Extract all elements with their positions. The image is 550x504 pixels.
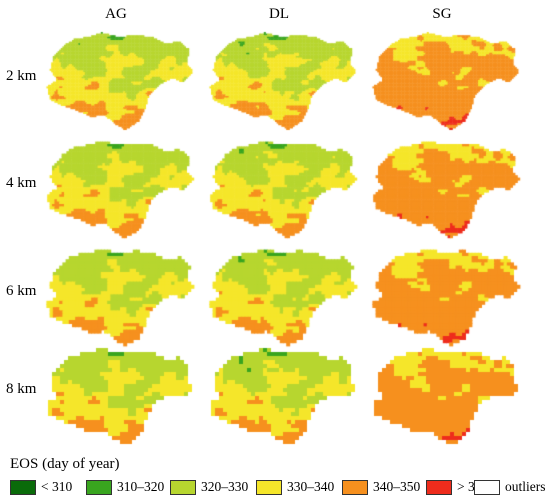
legend-swatch [256,479,282,495]
map-ag-8km [40,340,210,448]
legend-item: 330–340 [256,478,334,496]
map-dl-4km [203,132,373,240]
legend-swatch [474,479,500,495]
legend-item: 340–350 [342,478,420,496]
legend-label: 320–330 [201,479,249,494]
legend-label: < 310 [41,479,73,494]
legend-item: outliers [474,478,546,496]
column-header-sg: SG [432,6,452,22]
map-sg-2km [366,24,536,132]
column-header-dl: DL [269,6,289,22]
legend-swatch [170,479,196,495]
legend-swatch [86,479,112,495]
legend-item: 310–320 [86,478,164,496]
row-header-6km: 6 km [6,283,37,299]
map-ag-2km [40,24,210,132]
legend: < 310 310–320 320–330 330–340 340–350 > … [6,478,546,498]
legend-label: outliers [505,479,546,494]
legend-label: 310–320 [117,479,165,494]
legend-item: 320–330 [170,478,248,496]
legend-item: < 310 [10,478,72,496]
legend-swatch [10,479,36,495]
row-header-8km: 8 km [6,381,37,397]
map-ag-6km [40,240,210,348]
row-header-2km: 2 km [6,68,37,84]
map-dl-2km [203,24,373,132]
map-dl-8km [203,340,373,448]
legend-title: EOS (day of year) [10,456,120,472]
map-dl-6km [203,240,373,348]
map-sg-8km [366,340,536,448]
row-header-4km: 4 km [6,175,37,191]
legend-label: 330–340 [287,479,335,494]
legend-swatch [426,479,452,495]
column-header-ag: AG [105,6,127,22]
legend-swatch [342,479,368,495]
map-sg-4km [366,132,536,240]
map-ag-4km [40,132,210,240]
legend-label: 340–350 [373,479,421,494]
map-sg-6km [366,240,536,348]
